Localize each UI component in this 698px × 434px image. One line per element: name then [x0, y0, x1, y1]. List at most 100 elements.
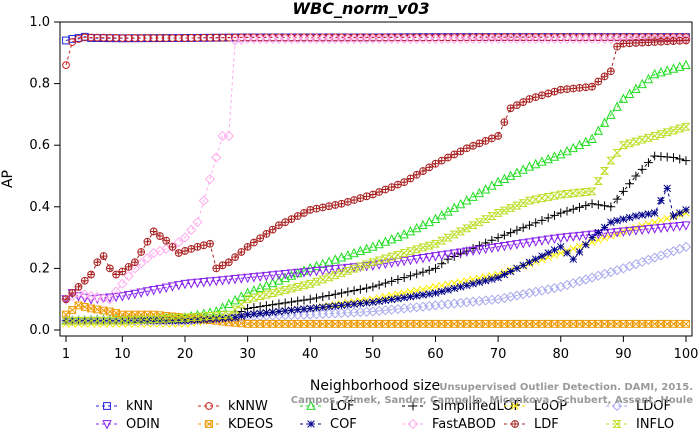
legend-item-fastabod: FastABOD [402, 417, 496, 432]
data-point [480, 244, 491, 255]
data-point [425, 319, 434, 328]
data-point [343, 287, 353, 297]
data-point [80, 33, 89, 42]
legend-label: COF [330, 417, 357, 432]
data-point [368, 319, 377, 328]
data-point [524, 238, 535, 248]
data-point [645, 38, 652, 46]
data-point [93, 305, 102, 314]
data-point [331, 201, 339, 209]
data-point [274, 270, 284, 281]
data-point [663, 320, 671, 328]
data-point [682, 320, 690, 328]
y-axis-label: AP [0, 170, 16, 188]
data-point [355, 245, 366, 256]
data-point [569, 255, 578, 263]
data-point [425, 290, 433, 298]
data-point [112, 34, 121, 42]
data-point [287, 306, 296, 315]
data-point [187, 34, 196, 42]
data-point [593, 177, 603, 186]
data-point [325, 202, 333, 210]
data-point [594, 78, 602, 85]
data-point [130, 34, 139, 42]
data-point [425, 163, 433, 171]
data-point [530, 158, 541, 169]
x-tick-label: 1 [62, 347, 70, 362]
data-point [668, 222, 679, 233]
data-point [669, 319, 678, 328]
data-point [249, 303, 259, 312]
data-point [224, 310, 234, 319]
data-point [574, 188, 585, 197]
data-point [499, 206, 509, 215]
data-point [668, 126, 679, 135]
data-point [161, 283, 171, 294]
data-point [99, 306, 108, 315]
data-point [125, 263, 133, 271]
data-point [149, 317, 158, 325]
data-point [493, 233, 503, 242]
data-point [457, 147, 464, 155]
data-point [419, 285, 427, 294]
data-point [669, 320, 678, 328]
data-point [463, 144, 471, 152]
data-point [156, 34, 164, 42]
data-point [311, 260, 322, 271]
watermark-line-1: Unsupervised Outlier Detection. DAMI, 20… [439, 382, 693, 393]
data-point [481, 320, 490, 328]
data-point [581, 231, 591, 241]
data-point [424, 253, 434, 263]
data-point [450, 151, 458, 158]
data-point [418, 254, 428, 264]
data-point [682, 319, 690, 328]
data-point [237, 319, 246, 328]
data-point [338, 200, 345, 208]
data-point [431, 320, 440, 328]
data-point [430, 239, 441, 248]
data-point [657, 320, 665, 328]
data-point [530, 286, 541, 297]
x-axis: 1 10 20 30 40 50 60 70 80 90 100 [62, 335, 698, 362]
data-point [205, 402, 213, 410]
data-point [356, 299, 365, 308]
data-point [275, 221, 283, 229]
data-point [538, 252, 546, 260]
data-point [425, 284, 433, 292]
data-point [186, 279, 196, 289]
data-point [137, 34, 146, 42]
data-point [68, 289, 76, 297]
data-point [200, 241, 208, 249]
data-point [374, 256, 384, 265]
data-point [663, 214, 671, 223]
data-point [68, 38, 77, 46]
data-point [194, 243, 201, 251]
data-point [237, 312, 246, 320]
data-point [513, 319, 521, 328]
data-point [299, 281, 309, 290]
data-point [463, 281, 471, 290]
data-point [186, 313, 196, 322]
data-point [280, 298, 290, 308]
x-tick-label: 100 [674, 347, 698, 362]
data-point [587, 187, 597, 196]
data-point [349, 247, 359, 258]
data-point [625, 320, 634, 328]
plot-frame [59, 21, 693, 337]
data-point [318, 258, 328, 268]
data-point [656, 152, 666, 161]
data-point [61, 316, 71, 325]
data-point [505, 241, 516, 251]
data-point [400, 319, 409, 328]
data-point [305, 267, 315, 277]
data-point [499, 173, 510, 183]
data-point [386, 233, 397, 244]
data-point [330, 271, 340, 280]
data-point [494, 320, 502, 328]
data-point [512, 167, 522, 177]
data-point [255, 272, 265, 282]
data-point [643, 225, 654, 235]
data-point [612, 228, 622, 238]
data-point [612, 420, 622, 428]
data-point [374, 280, 384, 290]
